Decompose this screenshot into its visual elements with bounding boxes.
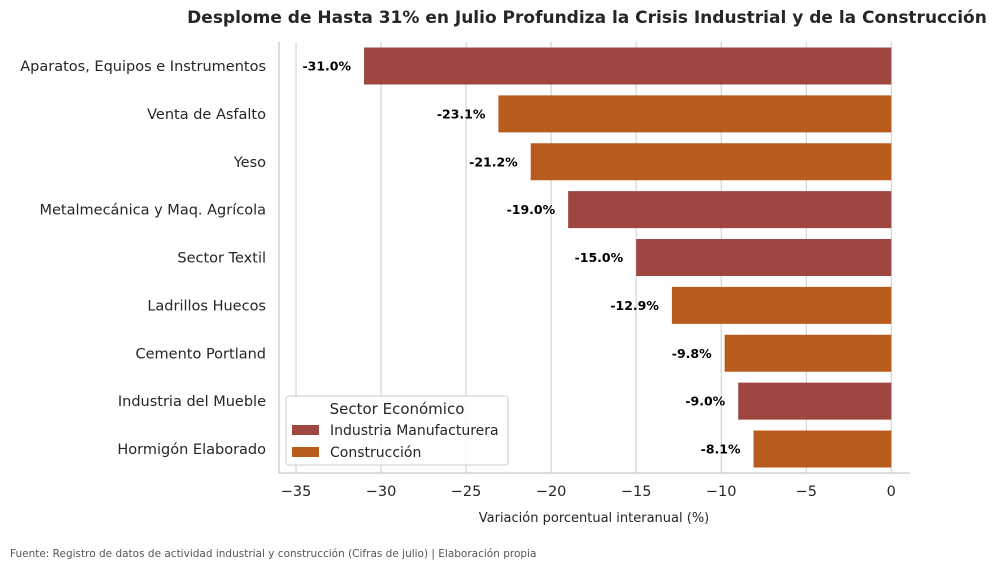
x-tick-label: −35 bbox=[281, 484, 312, 500]
legend-entry-label: Industria Manufacturera bbox=[330, 423, 499, 439]
x-tick-label: −30 bbox=[366, 484, 397, 500]
data-label: -9.8% bbox=[672, 346, 712, 361]
data-labels: -31.0% -23.1% -21.2% -19.0% -15.0% -12.9% -9.8… bbox=[302, 59, 741, 457]
legend-title: Sector Económico bbox=[330, 400, 465, 418]
x-tick-label: −25 bbox=[451, 484, 482, 500]
data-label: -8.1% bbox=[701, 442, 741, 457]
legend-swatch bbox=[292, 447, 319, 457]
category-label: Ladrillos Huecos bbox=[147, 298, 266, 314]
x-tick-labels: −35 −30 −25 −20 −15 −10 −5 0 bbox=[281, 484, 896, 500]
category-label: Aparatos, Equipos e Instrumentos bbox=[20, 59, 266, 75]
data-label: -19.0% bbox=[507, 202, 556, 217]
legend: Sector Económico Industria Manufacturera… bbox=[285, 395, 509, 466]
bar bbox=[568, 191, 892, 229]
x-tick-label: −15 bbox=[621, 484, 652, 500]
data-label: -23.1% bbox=[437, 106, 486, 121]
legend-swatch bbox=[292, 425, 319, 435]
bar bbox=[364, 47, 892, 85]
category-label: Industria del Mueble bbox=[118, 394, 266, 410]
category-label: Metalmecánica y Maq. Agrícola bbox=[40, 203, 267, 219]
category-label: Yeso bbox=[233, 155, 266, 171]
data-label: -21.2% bbox=[469, 154, 518, 169]
bar bbox=[636, 239, 892, 276]
bar bbox=[738, 382, 892, 420]
legend-entry-label: Construcción bbox=[330, 445, 421, 461]
x-tick-label: −20 bbox=[536, 484, 567, 500]
data-label: -15.0% bbox=[575, 250, 624, 265]
category-labels: Aparatos, Equipos e Instrumentos Venta de… bbox=[20, 59, 266, 458]
x-axis-label: Variación porcentual interanual (%) bbox=[479, 511, 710, 526]
category-label: Venta de Asfalto bbox=[147, 107, 266, 123]
data-label: -31.0% bbox=[302, 59, 351, 74]
bar bbox=[724, 334, 892, 372]
category-label: Sector Textil bbox=[177, 251, 266, 267]
category-label: Cemento Portland bbox=[136, 346, 267, 362]
x-tick-label: −5 bbox=[796, 484, 817, 500]
bar bbox=[671, 286, 892, 324]
legend-box bbox=[285, 395, 509, 466]
data-label: -9.0% bbox=[685, 394, 725, 409]
legend-entries: Industria Manufacturera Construcción bbox=[292, 423, 499, 461]
axes bbox=[278, 42, 910, 474]
x-tick-label: −10 bbox=[706, 484, 737, 500]
bar bbox=[530, 143, 892, 181]
data-label: -12.9% bbox=[610, 298, 659, 313]
bar bbox=[498, 95, 892, 133]
bars bbox=[364, 47, 892, 468]
x-tick-label: 0 bbox=[887, 484, 896, 500]
chart-title: Desplome de Hasta 31% en Julio Profundiz… bbox=[187, 8, 987, 28]
bar bbox=[753, 430, 892, 468]
source-note: Fuente: Registro de datos de actividad i… bbox=[10, 548, 536, 560]
category-label: Hormigón Elaborado bbox=[117, 442, 266, 458]
